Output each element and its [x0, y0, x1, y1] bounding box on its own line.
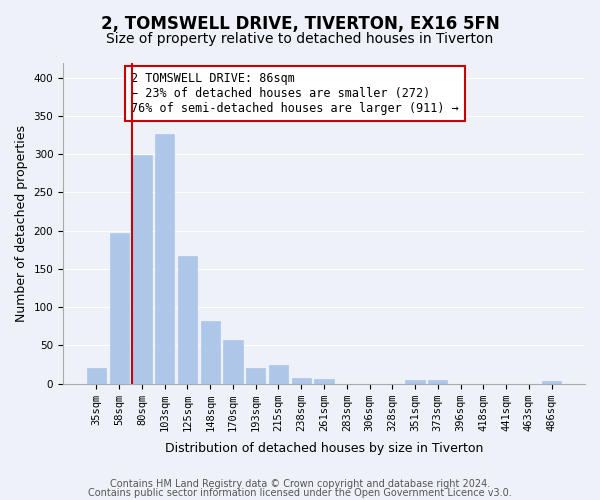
Text: Contains public sector information licensed under the Open Government Licence v3: Contains public sector information licen…	[88, 488, 512, 498]
Text: Contains HM Land Registry data © Crown copyright and database right 2024.: Contains HM Land Registry data © Crown c…	[110, 479, 490, 489]
Bar	[314, 379, 334, 384]
Bar	[406, 380, 425, 384]
Bar	[87, 368, 106, 384]
Y-axis label: Number of detached properties: Number of detached properties	[15, 124, 28, 322]
Bar	[223, 340, 242, 384]
Bar	[428, 380, 448, 384]
Bar	[155, 134, 175, 384]
Bar	[542, 382, 561, 384]
Text: Size of property relative to detached houses in Tiverton: Size of property relative to detached ho…	[106, 32, 494, 46]
Bar	[178, 256, 197, 384]
Bar	[200, 321, 220, 384]
Bar	[269, 366, 288, 384]
Bar	[110, 233, 129, 384]
Bar	[246, 368, 265, 384]
Text: 2, TOMSWELL DRIVE, TIVERTON, EX16 5FN: 2, TOMSWELL DRIVE, TIVERTON, EX16 5FN	[101, 15, 499, 33]
Bar	[132, 155, 152, 384]
Bar	[292, 378, 311, 384]
X-axis label: Distribution of detached houses by size in Tiverton: Distribution of detached houses by size …	[165, 442, 483, 455]
Text: 2 TOMSWELL DRIVE: 86sqm
← 23% of detached houses are smaller (272)
76% of semi-d: 2 TOMSWELL DRIVE: 86sqm ← 23% of detache…	[131, 72, 458, 115]
